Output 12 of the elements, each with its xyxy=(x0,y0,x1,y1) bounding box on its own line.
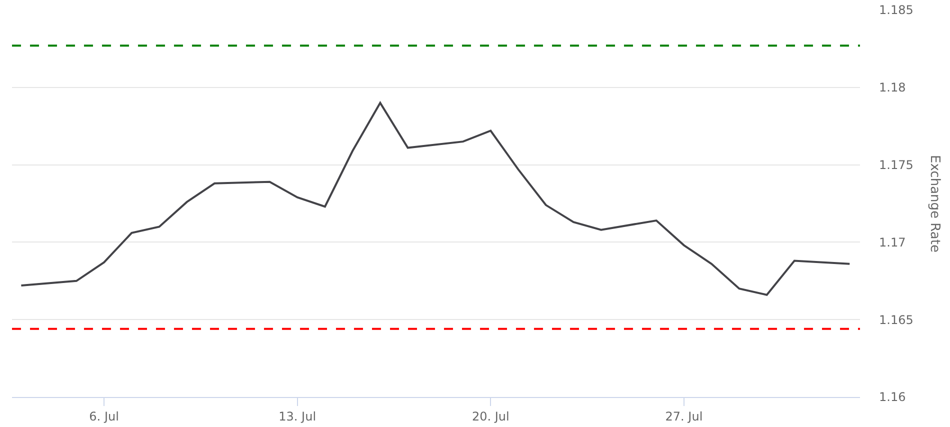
y-tick-label: 1.17 xyxy=(879,235,906,250)
x-tick-label: 13. Jul xyxy=(278,409,316,424)
x-tick-label: 27. Jul xyxy=(665,409,703,424)
y-tick-label: 1.165 xyxy=(879,312,914,327)
y-tick-label: 1.175 xyxy=(879,158,914,172)
y-tick-label: 1.18 xyxy=(879,80,906,95)
y-tick-label: 1.16 xyxy=(879,390,906,404)
y-tick-label: 1.185 xyxy=(879,3,914,18)
line-series xyxy=(20,102,851,296)
y-axis-title: Exchange Rate xyxy=(927,155,942,252)
x-tick-label: 6. Jul xyxy=(89,409,119,424)
x-tick-label: 20. Jul xyxy=(472,409,510,424)
